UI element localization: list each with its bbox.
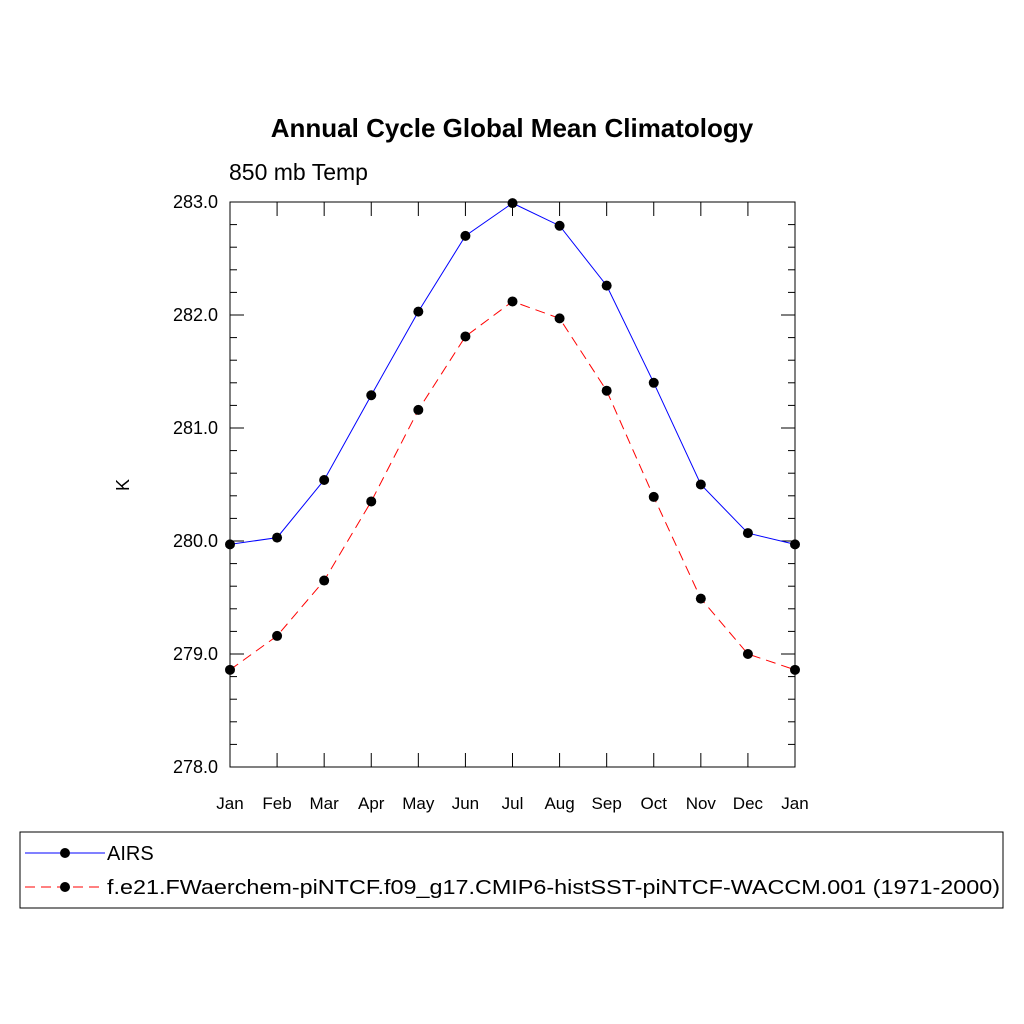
- legend-entry-airs: AIRS: [25, 843, 154, 865]
- legend-label-airs: AIRS: [107, 843, 154, 865]
- y-axis: 278.0 279.0 280.0 281.0 282.0 283.0: [173, 192, 795, 777]
- x-tick-label: Feb: [262, 794, 291, 813]
- series-0-point: [695, 479, 706, 490]
- series-line-1: [229, 300, 796, 671]
- x-axis: Jan Feb Mar Apr May Jun Jul Aug Sep Oct Nov Dec Jan: [216, 202, 809, 813]
- series-1-point: [319, 575, 330, 586]
- series-0-point: [601, 280, 612, 291]
- series-0-point: [507, 198, 518, 209]
- series-1-point: [413, 404, 424, 415]
- series-1-point: [601, 385, 612, 396]
- series-1-point: [742, 649, 753, 659]
- series-1-point: [790, 664, 800, 675]
- legend-frame: [19, 831, 1004, 909]
- x-tick-label: Aug: [544, 794, 574, 813]
- chart-subtitle: 850 mb Temp: [229, 159, 368, 185]
- x-tick-label: Jul: [502, 794, 524, 813]
- series-line-0: [229, 202, 796, 545]
- x-tick-label: Oct: [641, 794, 668, 813]
- y-tick-label: 282.0: [173, 305, 218, 325]
- series-0-point: [413, 306, 424, 317]
- x-tick-label: Dec: [733, 794, 764, 813]
- series-0-point: [742, 528, 753, 539]
- series-1-point: [695, 593, 706, 604]
- series-0-point: [366, 390, 377, 401]
- x-tick-label: May: [402, 794, 435, 813]
- legend-marker-airs: [60, 848, 70, 858]
- y-axis-label: K: [113, 479, 133, 491]
- series-0-point: [460, 230, 471, 241]
- x-tick-label: Apr: [358, 794, 385, 813]
- series-1-point: [272, 630, 283, 641]
- legend: AIRS f.e21.FWaerchem-piNTCF.f09_g17.CMIP…: [19, 831, 1004, 909]
- plot-area: [229, 201, 796, 768]
- series-1-point: [366, 496, 377, 507]
- y-tick-label: 279.0: [173, 644, 218, 664]
- legend-entry-model: f.e21.FWaerchem-piNTCF.f09_g17.CMIP6-his…: [25, 877, 1000, 899]
- series-1-point: [648, 491, 659, 502]
- chart-title: Annual Cycle Global Mean Climatology: [271, 113, 754, 143]
- y-tick-label: 278.0: [173, 757, 218, 777]
- legend-marker-model: [60, 882, 70, 892]
- series-0-point: [319, 474, 330, 485]
- x-tick-label: Nov: [686, 794, 717, 813]
- x-tick-label: Jan: [216, 794, 243, 813]
- series-1-point: [460, 331, 471, 342]
- series-area: [225, 198, 800, 675]
- y-tick-label: 281.0: [173, 418, 218, 438]
- series-1-point: [225, 664, 235, 675]
- series-0-point: [272, 532, 283, 543]
- series-1-point: [507, 296, 518, 307]
- y-tick-label: 280.0: [173, 531, 218, 551]
- x-tick-label: Jun: [452, 794, 479, 813]
- series-0-point: [648, 377, 659, 388]
- plot-frame: [229, 201, 796, 768]
- series-0-point: [790, 539, 800, 550]
- legend-label-model: f.e21.FWaerchem-piNTCF.f09_g17.CMIP6-his…: [107, 877, 1000, 899]
- series-1-point: [554, 313, 565, 324]
- series-0-point: [554, 220, 565, 231]
- x-tick-label: Sep: [592, 794, 622, 813]
- series-0-point: [225, 539, 235, 550]
- x-tick-label: Jan: [781, 794, 808, 813]
- x-tick-label: Mar: [310, 794, 340, 813]
- y-tick-label: 283.0: [173, 192, 218, 212]
